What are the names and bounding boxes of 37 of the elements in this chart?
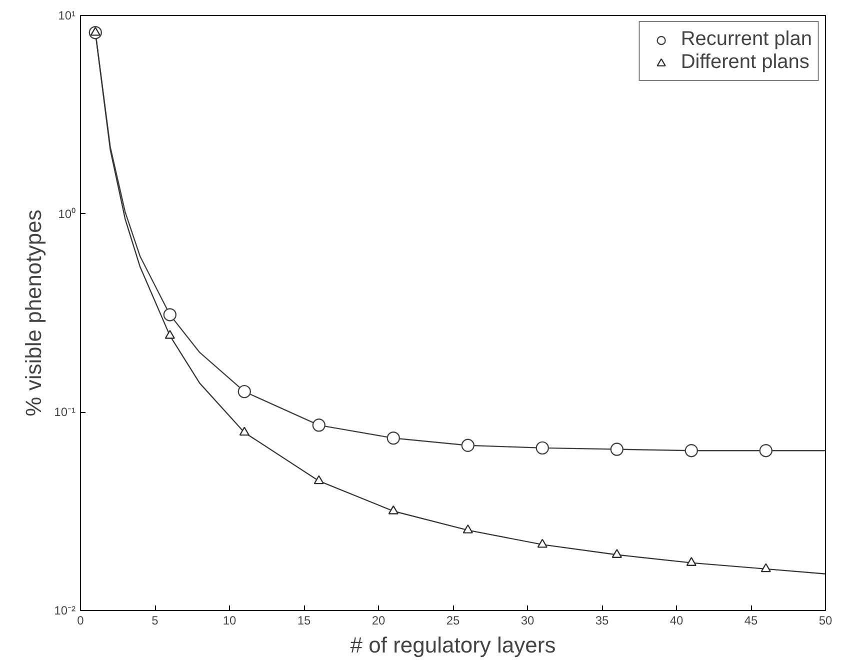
x-tick-label: 30: [520, 614, 534, 628]
x-tick-label: 10: [222, 614, 236, 628]
x-tick-label: 15: [297, 614, 311, 628]
point: [686, 556, 696, 566]
y-tick-label: 10⁻¹: [54, 405, 76, 420]
point: [239, 426, 250, 436]
legend-label: Different plans: [680, 51, 810, 74]
point: [238, 384, 251, 398]
point: [760, 563, 771, 572]
point: [163, 308, 176, 322]
point: [462, 524, 473, 534]
point: [537, 538, 548, 548]
y-tick-label: 10⁰: [58, 206, 76, 221]
x-tick-label: 50: [818, 614, 832, 628]
legend-label: Recurrent plan: [680, 28, 812, 51]
x-tick-label: 25: [446, 614, 460, 628]
point: [164, 330, 175, 339]
point: [314, 475, 324, 484]
point: [461, 438, 474, 452]
point: [610, 442, 624, 456]
x-tick-label: 45: [744, 614, 758, 628]
x-axis-title: # of regulatory layers: [350, 632, 556, 658]
point: [612, 548, 622, 558]
y-tick-label: 10⁻²: [54, 604, 76, 618]
y-tick-label: 10¹: [58, 8, 76, 22]
x-tick-label: 0: [77, 614, 84, 628]
y-axis-title: % visible phenotypes: [21, 210, 46, 416]
x-tick-label: 5: [152, 614, 159, 628]
x-tick-label: 40: [670, 614, 684, 628]
point: [312, 418, 326, 432]
point: [684, 444, 698, 458]
x-tick-label: 35: [595, 614, 609, 628]
x-tick-label: 20: [372, 614, 386, 628]
point: [386, 432, 400, 445]
point: [759, 444, 772, 458]
point: [388, 505, 398, 514]
point: [536, 441, 549, 455]
